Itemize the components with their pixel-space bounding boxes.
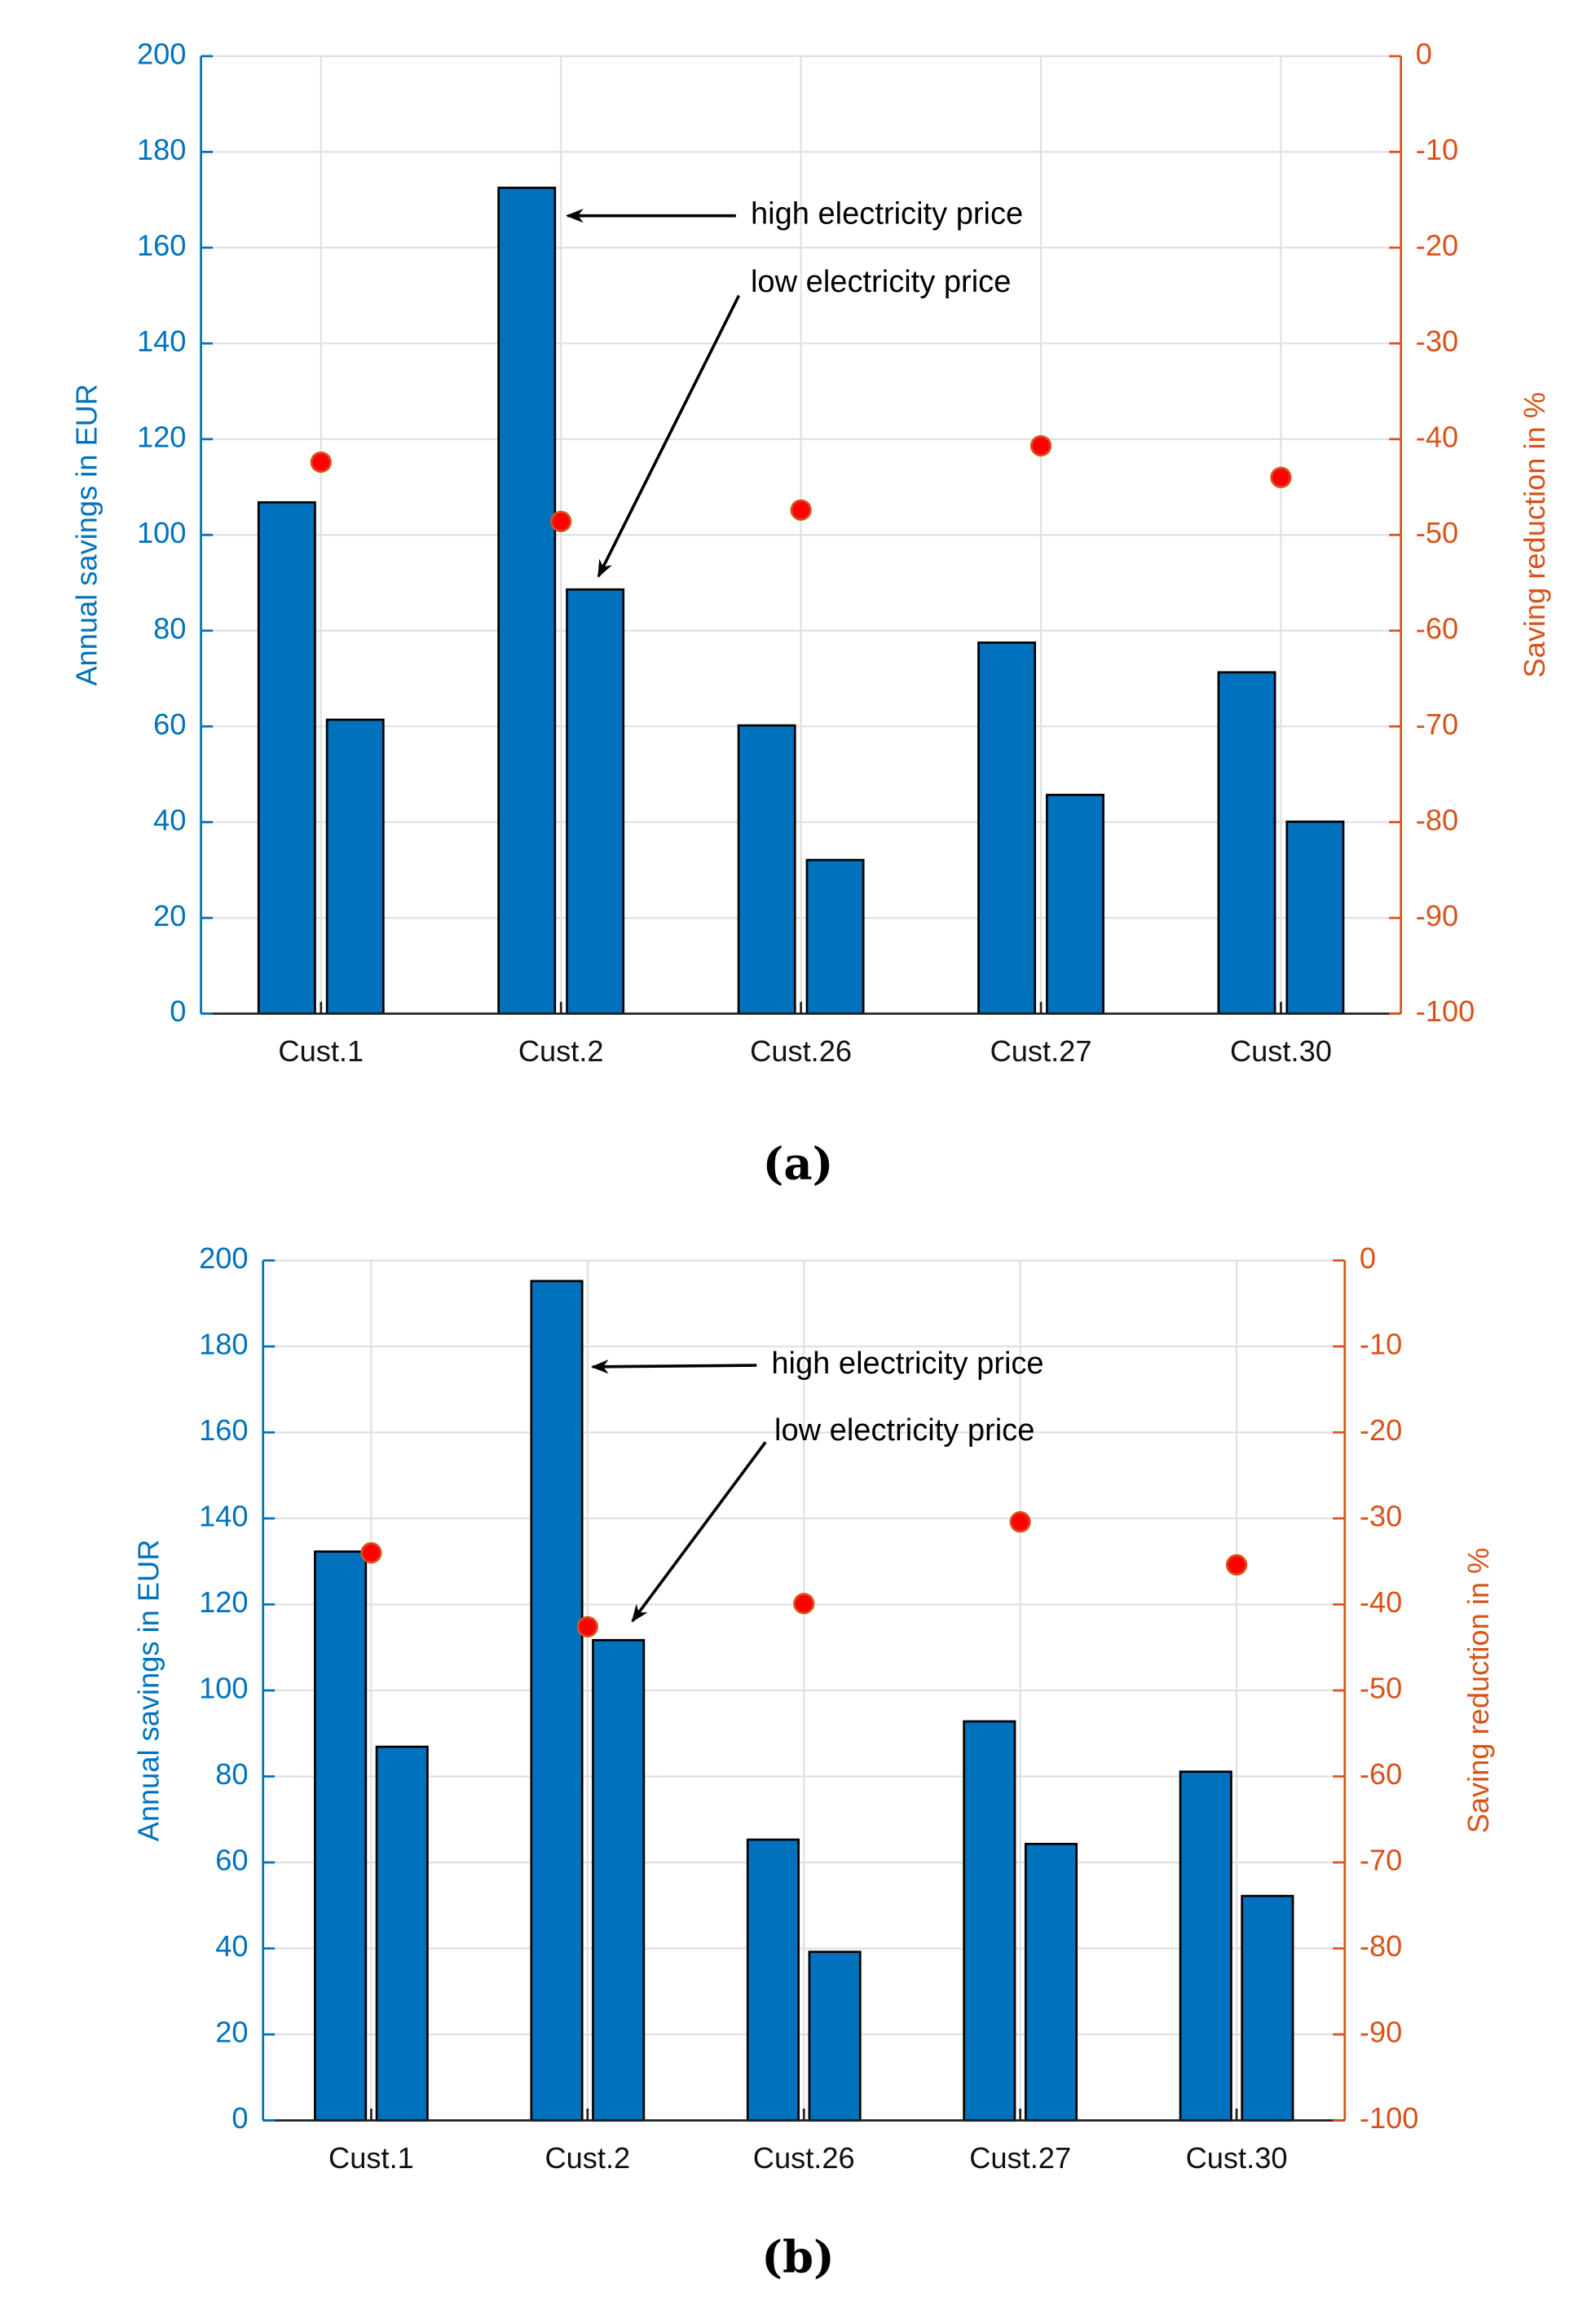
point [1270,466,1292,488]
arrow [631,1441,767,1623]
point [576,1615,598,1638]
y-tick-label: 200 [137,37,186,70]
bar [977,641,1037,1016]
bar [1046,793,1104,1016]
bar [257,500,316,1016]
caption: (a) [763,1137,834,1189]
y2-tick-label: -20 [1416,228,1458,262]
y-tick-label: 180 [137,133,186,166]
y-tick-label: 200 [199,1241,248,1275]
x-tick-label: Cust.1 [278,1034,364,1068]
y2-tick-label: 0 [1416,37,1432,70]
point [1029,434,1052,457]
x-tick-label: Cust.26 [750,1034,852,1068]
y-tick-label: 180 [199,1327,248,1360]
bar [963,1720,1016,2122]
y-tick-label: 120 [137,420,186,453]
y-tick-label: 120 [199,1585,248,1619]
point [790,499,812,521]
y2-tick-label: -60 [1360,1757,1402,1791]
y2-tick-label: -30 [1360,1500,1402,1533]
y-tick-label: 20 [153,899,186,932]
x-tick-label: Cust.2 [544,2141,630,2175]
y2-tick-label: -90 [1416,899,1458,932]
bar [805,858,865,1016]
bar [325,718,385,1016]
x-tick-label: Cust.30 [1186,2141,1288,2175]
y2-tick-label: -40 [1416,420,1458,453]
point [1009,1511,1031,1533]
y2-tick-label: -10 [1416,133,1458,166]
x-tick-label: Cust.30 [1230,1034,1332,1068]
y2-axis-label: Saving reduction in % [1518,392,1551,678]
y2-tick-label: -30 [1416,324,1458,358]
annotation: low electricity price [774,1413,1034,1448]
y-tick-label: 60 [153,707,186,741]
bar [530,1280,584,2122]
y2-tick-label: -70 [1416,707,1458,741]
y-tick-label: 60 [215,1844,248,1877]
arrow [590,1360,757,1374]
point [793,1593,815,1615]
bar [1285,820,1345,1016]
x-tick-label: Cust.27 [990,1034,1092,1068]
y-tick-label: 80 [215,1757,248,1791]
bar [737,724,796,1016]
y2-tick-label: -10 [1360,1327,1402,1360]
bar [566,588,625,1016]
point [360,1541,382,1564]
bar [1241,1894,1294,2122]
annotation: high electricity price [751,197,1023,231]
x-tick-label: Cust.26 [753,2141,855,2175]
y2-axis-label: Saving reduction in % [1462,1548,1495,1834]
y-axis-label: Annual savings in EUR [132,1540,165,1842]
y2-tick-label: 0 [1360,1241,1376,1275]
y-tick-label: 100 [137,516,186,549]
caption: (b) [761,2231,834,2283]
y-tick-label: 100 [199,1672,248,1705]
y-tick-label: 80 [153,611,186,645]
bar [1179,1770,1232,2122]
y2-tick-label: -100 [1360,2101,1419,2135]
y2-tick-label: -50 [1360,1672,1402,1705]
point [1225,1554,1248,1576]
y2-tick-label: -100 [1416,994,1475,1028]
x-tick-label: Cust.2 [518,1034,604,1068]
bar [808,1950,862,2122]
arrow [597,294,741,578]
y2-tick-label: -80 [1416,803,1458,836]
y2-tick-label: -20 [1360,1413,1402,1447]
y2-tick-label: -80 [1360,1929,1402,1963]
bar [314,1550,368,2122]
y-tick-label: 20 [215,2016,248,2049]
y-tick-label: 0 [170,994,186,1028]
point [550,510,572,532]
y-tick-label: 140 [199,1500,248,1533]
y-tick-label: 40 [153,803,186,836]
bar [497,187,557,1016]
y-tick-label: 40 [215,1929,248,1963]
y2-tick-label: -40 [1360,1585,1402,1619]
bar [1024,1842,1078,2122]
bar [592,1638,646,2122]
bar [746,1838,800,2122]
y-tick-label: 140 [137,324,186,358]
y2-tick-label: -90 [1360,2016,1402,2049]
x-tick-label: Cust.1 [328,2141,414,2175]
y-tick-label: 160 [137,228,186,262]
x-tick-label: Cust.27 [969,2141,1071,2175]
bar [1217,671,1276,1016]
y-tick-label: 160 [199,1413,248,1447]
y-axis-label: Annual savings in EUR [69,384,103,686]
bar [375,1745,429,2122]
y2-tick-label: -50 [1416,516,1458,549]
annotation: low electricity price [751,265,1011,299]
y-tick-label: 0 [231,2101,248,2135]
annotation: high electricity price [771,1347,1043,1381]
point [310,451,332,474]
y2-tick-label: -70 [1360,1844,1402,1877]
y2-tick-label: -60 [1416,611,1458,645]
